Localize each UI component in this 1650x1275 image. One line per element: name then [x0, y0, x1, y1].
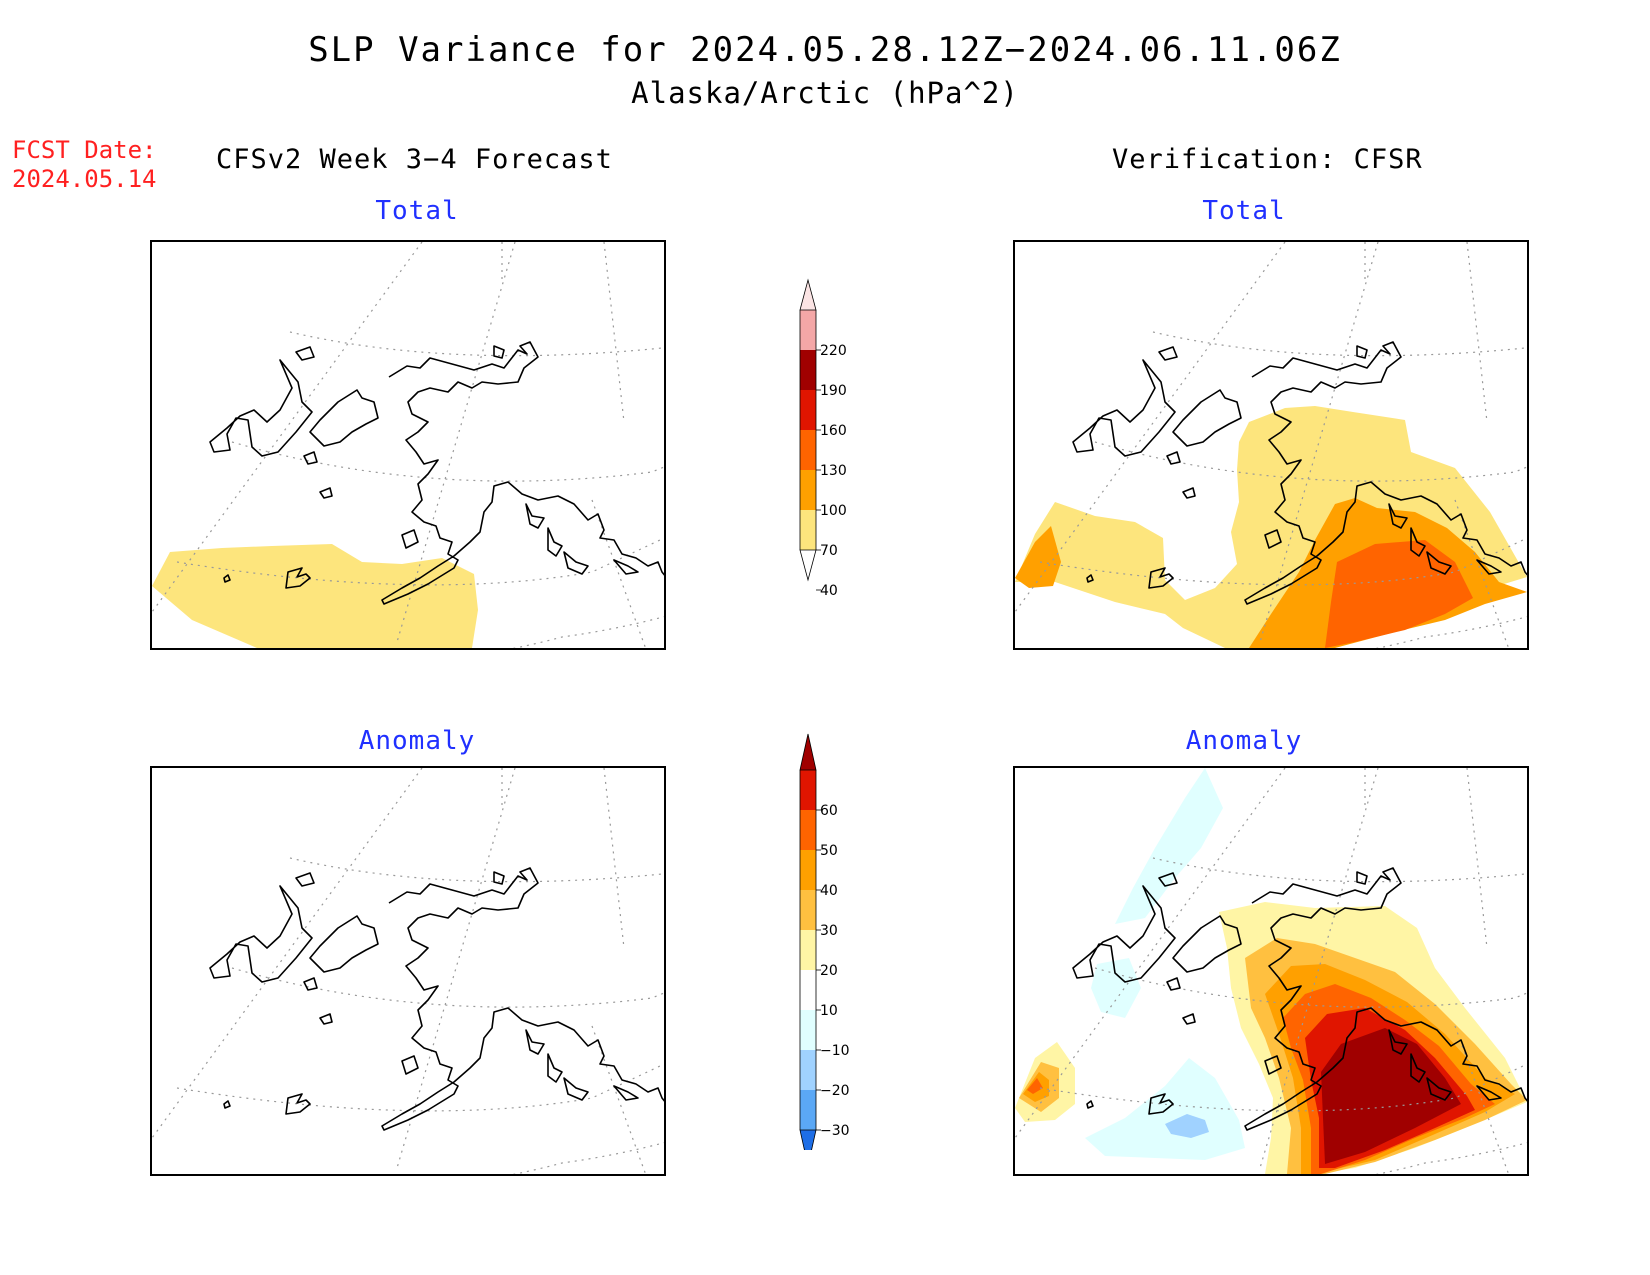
fcst-date: FCST Date: 2024.05.14 — [12, 136, 157, 194]
map-verification-anomaly — [1013, 766, 1529, 1176]
colorbar-swatch — [800, 1050, 816, 1090]
chart-title: SLP Variance for 2024.05.28.12Z−2024.06.… — [308, 30, 1342, 70]
contour-fill-40-50 — [1027, 1078, 1043, 1094]
colorbar-tick-label: 100 — [820, 503, 847, 519]
colorbar-tick-label: 220 — [820, 343, 847, 359]
colorbar-tick-label: 40 — [820, 583, 838, 599]
contour-fill-40-70 — [152, 544, 478, 648]
contour-fill-neg10-neg20 — [1091, 958, 1141, 1018]
colorbar-swatch — [800, 470, 816, 510]
colorbar-swatch — [800, 810, 816, 850]
colorbar-tick-label: −20 — [820, 1083, 850, 1099]
colorbar-swatch — [800, 390, 816, 430]
panel-label-verification-anomaly: Anomaly — [1185, 726, 1303, 756]
colorbar-tick-label: 70 — [820, 543, 838, 559]
panel-label-forecast-anomaly: Anomaly — [358, 726, 476, 756]
colorbar-tick-label: 190 — [820, 383, 847, 399]
colorbar-tick-label: −30 — [820, 1123, 850, 1139]
fcst-date-value: 2024.05.14 — [12, 165, 157, 193]
colorbar-tick-label: 40 — [820, 883, 838, 899]
colorbar-swatch — [800, 310, 816, 350]
forecast-column-header: CFSv2 Week 3−4 Forecast — [216, 144, 613, 175]
fcst-date-label: FCST Date: — [12, 136, 157, 164]
contour-fill-100-130 — [1325, 540, 1473, 648]
colorbar-swatch — [800, 850, 816, 890]
colorbar-extend-top — [799, 278, 817, 311]
colorbar-tick-label: 10 — [820, 1003, 838, 1019]
colorbar-tick-label: −10 — [820, 1043, 850, 1059]
colorbar-swatch — [800, 430, 816, 470]
map-verification-total — [1013, 240, 1529, 650]
colorbar-tick-label: 20 — [820, 963, 838, 979]
contour-fill-neg10-neg20 — [1115, 768, 1223, 924]
colorbar-swatch — [800, 1090, 816, 1130]
colorbar-tick-label: 50 — [820, 843, 838, 859]
map-forecast-total — [150, 240, 666, 650]
contour-fill-neg10-neg20 — [1085, 1058, 1245, 1160]
contour-fill-above-60 — [1321, 1028, 1461, 1164]
panel-label-verification-total: Total — [1202, 196, 1286, 226]
chart-subtitle: Alaska/Arctic (hPa^2) — [631, 76, 1019, 110]
verification-column-header: Verification: CFSR — [1112, 144, 1423, 175]
colorbar-swatch — [800, 970, 816, 1010]
colorbar-swatch — [800, 770, 816, 810]
contour-fill-70-100 — [1015, 526, 1061, 588]
colorbar-swatch — [800, 510, 816, 550]
colorbar-tick-label: 30 — [820, 923, 838, 939]
colorbar-swatch — [800, 930, 816, 970]
colorbar-tick-label: 60 — [820, 803, 838, 819]
colorbar-extend-top — [799, 733, 817, 771]
colorbar-extend-bottom — [799, 549, 817, 582]
colorbar-swatch — [800, 890, 816, 930]
panel-label-forecast-total: Total — [375, 196, 459, 226]
colorbar-total: 220 190 160 130 100 70 40 — [799, 278, 847, 599]
map-forecast-anomaly — [150, 766, 666, 1176]
colorbar-swatch — [800, 1010, 816, 1050]
colorbar-tick-label: 160 — [820, 423, 847, 439]
colorbar-swatch — [800, 350, 816, 390]
contour-fill-neg20-neg30 — [1165, 1114, 1209, 1138]
colorbar-extend-bottom — [799, 1129, 817, 1150]
colorbar-tick-label: 130 — [820, 463, 847, 479]
